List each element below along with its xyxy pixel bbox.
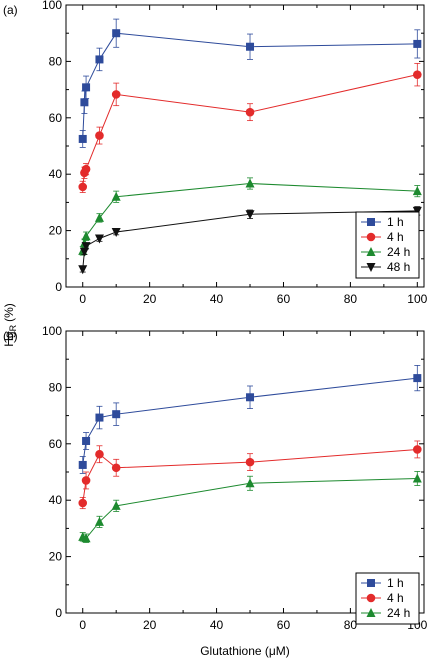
data-point — [79, 247, 89, 257]
data-point — [81, 476, 91, 485]
data-point — [81, 164, 91, 174]
x-tick-label: 40 — [210, 618, 224, 632]
data-point — [78, 460, 87, 469]
series-4h — [78, 440, 422, 510]
y-tick-label: 0 — [55, 606, 62, 620]
data-point — [81, 242, 91, 252]
x-tick-label: 60 — [277, 618, 291, 632]
data-point — [95, 55, 104, 64]
legend-marker — [367, 579, 375, 587]
data-point — [111, 463, 121, 473]
series-1h — [78, 365, 422, 474]
y-axis-label-unit: (%) — [2, 303, 16, 322]
data-point — [78, 134, 87, 143]
data-point — [413, 445, 422, 454]
data-point — [413, 39, 422, 48]
y-tick-label: 60 — [49, 111, 63, 125]
data-point — [95, 131, 104, 140]
data-point — [111, 191, 121, 201]
y-tick-label: 20 — [49, 550, 63, 564]
legend-label: 1 h — [387, 215, 404, 229]
x-tick-label: 0 — [79, 292, 86, 306]
series-1h — [78, 18, 422, 148]
data-point — [95, 413, 104, 422]
y-axis-label-subscript: R — [8, 324, 18, 331]
y-tick-label: 100 — [42, 324, 62, 338]
legend-label: 24 h — [387, 245, 410, 259]
data-point — [246, 42, 255, 51]
legend-label: 24 h — [387, 606, 410, 620]
data-point — [245, 457, 255, 467]
legend-label: 1 h — [387, 576, 404, 590]
legend-marker — [366, 593, 376, 603]
data-point — [413, 374, 422, 383]
data-point — [82, 436, 91, 445]
y-tick-label: 0 — [55, 280, 62, 294]
data-point — [245, 210, 255, 220]
y-tick-label: 80 — [49, 380, 63, 394]
x-tick-label: 20 — [143, 618, 157, 632]
data-point — [245, 178, 255, 188]
y-tick-label: 20 — [49, 224, 63, 238]
data-point — [245, 107, 255, 117]
legend-marker — [366, 263, 376, 272]
legend-label: 48 h — [387, 260, 410, 274]
data-point — [412, 473, 422, 483]
legend-label: 4 h — [387, 230, 404, 244]
y-tick-label: 100 — [42, 0, 62, 12]
legend-marker — [367, 218, 375, 226]
y-tick-label: 80 — [49, 54, 63, 68]
panel-label: (b) — [3, 329, 18, 343]
data-point — [94, 516, 104, 526]
plot-frame — [65, 330, 425, 614]
series-line — [82, 74, 418, 187]
x-tick-label: 100 — [407, 292, 427, 306]
shared-y-axis-label: HgR (%) — [2, 303, 18, 347]
x-tick-label: 60 — [277, 292, 291, 306]
legend-marker — [366, 608, 376, 617]
data-point — [94, 212, 104, 222]
data-point — [95, 449, 104, 459]
y-tick-label: 40 — [49, 493, 63, 507]
y-tick-label: 40 — [49, 167, 63, 181]
data-point — [111, 90, 121, 99]
x-tick-label: 40 — [210, 292, 224, 306]
legend-marker — [366, 232, 376, 242]
data-point — [80, 98, 89, 107]
data-point — [111, 500, 121, 510]
data-point — [112, 29, 121, 38]
x-tick-label: 20 — [143, 292, 157, 306]
x-tick-label: 80 — [344, 618, 358, 632]
data-point — [78, 265, 88, 275]
series-4h — [78, 62, 422, 193]
data-point — [78, 498, 88, 508]
series-24h — [78, 471, 422, 543]
data-point — [413, 70, 422, 79]
data-point — [82, 83, 91, 92]
legend-marker — [366, 247, 376, 256]
panel-a: (a) 0 20 40 60 80 100 0 20 40 60 80 100 1 h4 h24 h48 … — [3, 0, 427, 306]
data-point — [111, 228, 121, 238]
data-point — [81, 231, 91, 241]
legend-label: 4 h — [387, 591, 404, 605]
data-point — [112, 410, 121, 419]
y-tick-label: 60 — [49, 437, 63, 451]
x-axis-label: Glutathione (μM) — [200, 644, 290, 658]
data-point — [78, 182, 88, 192]
panel-label: (a) — [3, 3, 18, 17]
data-point — [81, 533, 91, 543]
y-axis-label-main: Hg — [2, 331, 16, 346]
x-tick-label: 0 — [79, 618, 86, 632]
data-point — [94, 234, 104, 244]
data-point — [412, 186, 422, 196]
data-point — [246, 393, 255, 402]
data-point — [412, 206, 422, 216]
data-point — [245, 478, 255, 488]
x-tick-label: 80 — [344, 292, 358, 306]
